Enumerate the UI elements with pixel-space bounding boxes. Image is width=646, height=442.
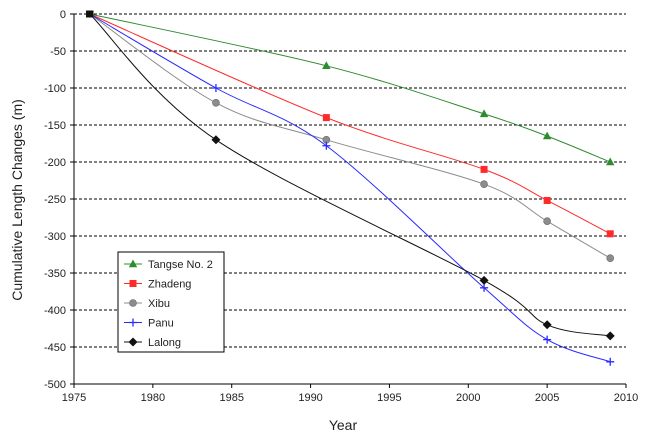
data-point <box>479 109 489 118</box>
series-1 <box>86 10 614 238</box>
data-point <box>322 61 331 69</box>
y-tick-label: 0 <box>60 9 66 21</box>
legend-label: Panu <box>148 318 174 330</box>
legend-label: Lalong <box>148 337 181 349</box>
data-point <box>606 157 615 166</box>
x-tick-label: 1980 <box>141 392 165 404</box>
x-tick-label: 1995 <box>377 392 401 404</box>
x-tick-label: 2000 <box>456 392 480 404</box>
y-axis-title: Cumulative Length Changes (m) <box>9 99 25 301</box>
data-point <box>606 230 614 238</box>
data-point <box>606 254 615 263</box>
data-point <box>543 196 551 204</box>
y-tick-label: -500 <box>44 379 66 391</box>
legend: Tangse No. 2 Zhadeng Xibu Panu Lalong <box>117 251 225 353</box>
y-tick-label: -150 <box>44 120 66 132</box>
series-line <box>89 13 611 163</box>
x-axis-title: Year <box>329 417 358 433</box>
x-tick-label: 1990 <box>298 392 322 404</box>
y-tick-label: -50 <box>50 46 66 58</box>
legend-marker <box>128 337 138 347</box>
data-point <box>480 180 488 188</box>
y-tick-label: -250 <box>44 194 66 206</box>
data-point <box>322 114 330 122</box>
legend-label: Zhadeng <box>148 279 191 291</box>
data-point <box>543 217 551 225</box>
data-point <box>211 135 221 145</box>
legend-label: Tangse No. 2 <box>148 259 213 271</box>
legend-marker <box>129 318 137 327</box>
data-point <box>605 331 615 341</box>
x-tick-label: 1975 <box>62 392 86 404</box>
y-tick-label: -200 <box>44 157 66 169</box>
x-tick-label: 2005 <box>535 392 559 404</box>
data-point <box>212 99 220 107</box>
series <box>86 10 615 366</box>
data-point <box>86 10 94 18</box>
x-tick-label: 2010 <box>614 392 638 404</box>
y-tick-label: -300 <box>44 231 66 243</box>
legend-marker <box>129 280 137 287</box>
data-point <box>543 335 552 344</box>
data-point <box>211 84 220 92</box>
data-point <box>479 275 489 285</box>
series-4 <box>86 10 615 341</box>
x-tick-label: 1985 <box>219 392 243 404</box>
axes: Year Cumulative Length Changes (m) 0 -50 -… <box>9 9 638 433</box>
legend-label: Xibu <box>148 298 170 310</box>
grid <box>74 13 626 348</box>
data-point <box>322 141 331 150</box>
series-line <box>89 13 611 235</box>
y-tick-label: -350 <box>44 268 66 280</box>
legend-marker <box>128 259 138 268</box>
data-point <box>542 320 552 330</box>
y-tick-label: -400 <box>44 305 66 317</box>
data-point <box>606 357 615 366</box>
y-tick-label: -450 <box>44 342 66 354</box>
data-point <box>480 165 488 173</box>
legend-marker <box>129 299 137 307</box>
data-point <box>480 283 489 292</box>
data-point <box>542 131 552 140</box>
y-tick-label: -100 <box>44 83 66 95</box>
